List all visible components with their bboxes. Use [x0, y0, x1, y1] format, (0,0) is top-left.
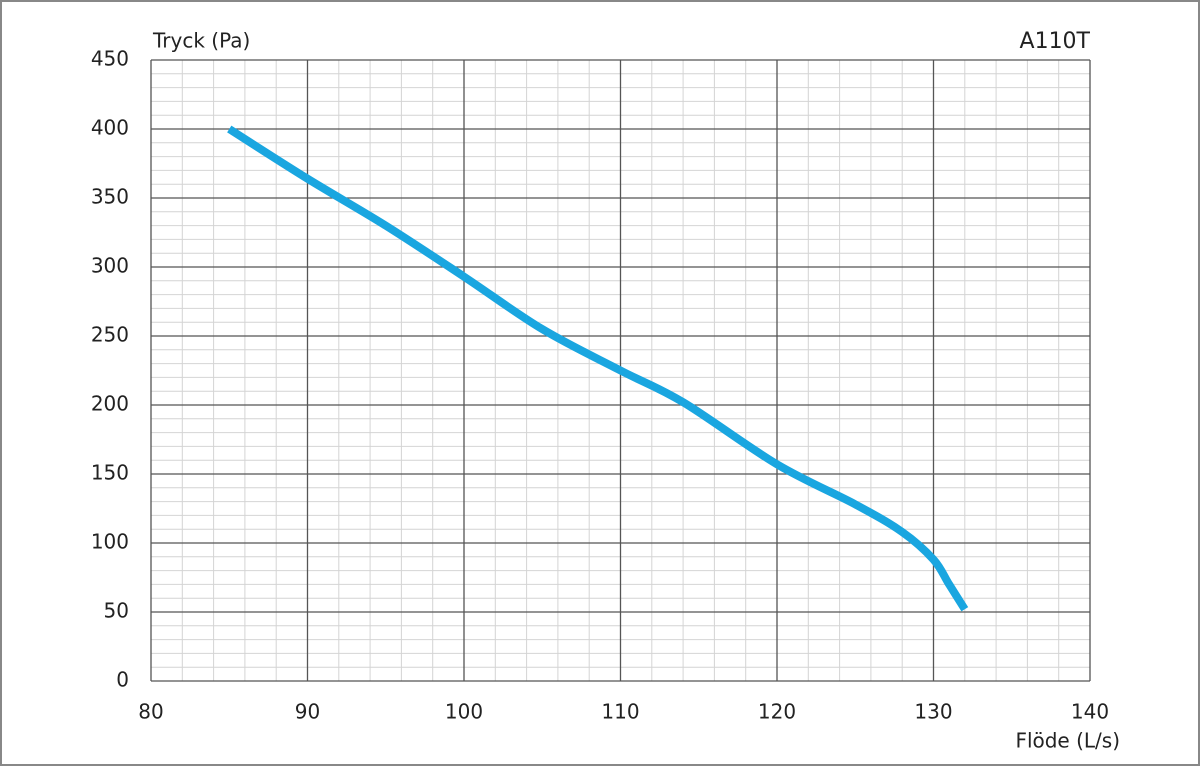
x-tick-label: 120 — [758, 700, 796, 724]
y-tick-label: 300 — [91, 254, 129, 278]
grid — [150, 59, 1091, 682]
x-tick-label: 90 — [295, 700, 320, 724]
data-line — [227, 125, 969, 612]
y-tick-label: 250 — [91, 323, 129, 347]
x-axis-label: Flöde (L/s) — [1015, 729, 1120, 753]
y-axis-label: Tryck (Pa) — [152, 29, 250, 53]
x-tick-label: 110 — [601, 700, 639, 724]
y-tick-label: 150 — [91, 461, 129, 485]
x-tick-label: 130 — [914, 700, 952, 724]
y-tick-label: 400 — [91, 116, 129, 140]
chart-title: A110T — [1020, 29, 1091, 54]
x-tick-label: 140 — [1071, 700, 1109, 724]
y-tick-label: 0 — [116, 668, 129, 692]
x-tick-label: 100 — [445, 700, 483, 724]
y-tick-label: 100 — [91, 530, 129, 554]
y-tick-label: 350 — [91, 185, 129, 209]
y-tick-label: 50 — [104, 599, 129, 623]
y-tick-label: 200 — [91, 392, 129, 416]
x-tick-label: 80 — [138, 700, 163, 724]
y-tick-label: 450 — [91, 47, 129, 71]
